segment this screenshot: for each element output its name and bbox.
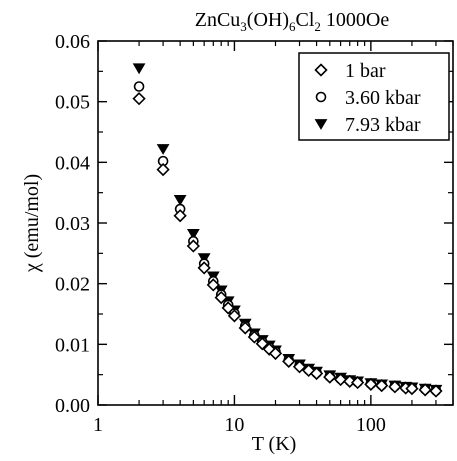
axis-ticks <box>97 40 454 406</box>
tick-labels: 0.00 0.01 0.02 0.03 0.04 0.05 0.06 1 10 100 <box>55 31 386 436</box>
x-axis-label: T (K) <box>252 433 297 455</box>
data-point <box>343 374 357 388</box>
data-point <box>333 372 348 387</box>
title-main: ZnCu <box>195 9 241 31</box>
legend-label: 7.93 kbar <box>345 114 421 136</box>
x-tick-label: 10 <box>224 414 244 436</box>
legend-marker <box>315 91 327 103</box>
legend-items: 1 bar 3.60 kbar 7.93 kbar <box>314 60 421 136</box>
y-tick-label: 0.04 <box>55 152 90 174</box>
title-sub-3: 2 <box>314 19 321 34</box>
data-point <box>197 261 211 275</box>
data-point <box>186 239 200 253</box>
data-point <box>238 321 252 335</box>
data-point <box>282 354 296 368</box>
x-tick-label: 1 <box>93 414 103 436</box>
y-tick-label: 0.00 <box>55 395 90 417</box>
data-point <box>173 209 187 223</box>
chart-title: ZnCu3(OH)6Cl2 1000Oe <box>195 9 390 34</box>
data-point <box>132 63 146 75</box>
data-points <box>132 63 443 398</box>
data-point <box>255 337 269 351</box>
data-point <box>156 162 170 177</box>
data-point <box>247 330 261 344</box>
title-mid: (OH) <box>247 9 289 31</box>
data-point <box>133 81 145 92</box>
data-point <box>418 383 432 397</box>
y-axis-label: χ (emu/mol) <box>21 174 43 273</box>
data-point <box>156 144 170 155</box>
data-point <box>221 301 235 315</box>
legend-label: 1 bar <box>345 60 386 82</box>
data-point <box>227 309 242 323</box>
legend: 1 bar 3.60 kbar 7.93 kbar <box>298 52 450 141</box>
data-point <box>292 360 307 374</box>
title-mid-2: Cl <box>296 9 315 31</box>
data-point <box>268 346 283 361</box>
data-point <box>323 370 337 384</box>
y-tick-label: 0.03 <box>55 213 90 235</box>
data-point <box>132 92 146 106</box>
y-tick-label: 0.06 <box>55 31 90 53</box>
legend-marker <box>314 119 328 130</box>
data-point <box>214 290 228 305</box>
title-sub-2: 6 <box>289 19 296 34</box>
title-sub-1: 3 <box>240 19 247 34</box>
data-point <box>186 229 200 240</box>
data-point <box>173 195 187 206</box>
y-tick-label: 0.02 <box>55 274 90 296</box>
data-point <box>388 380 402 394</box>
legend-marker <box>314 63 328 77</box>
data-point <box>309 366 324 381</box>
y-tick-label: 0.01 <box>55 334 90 356</box>
title-tail: 1000Oe <box>321 9 389 31</box>
data-point <box>206 278 220 292</box>
x-tick-label: 100 <box>356 414 386 436</box>
data-point <box>429 384 443 398</box>
data-point <box>375 378 389 393</box>
legend-label: 3.60 kbar <box>345 87 421 109</box>
data-point <box>364 377 378 392</box>
data-point <box>351 375 365 390</box>
y-tick-label: 0.05 <box>55 92 90 114</box>
data-point <box>405 381 419 396</box>
